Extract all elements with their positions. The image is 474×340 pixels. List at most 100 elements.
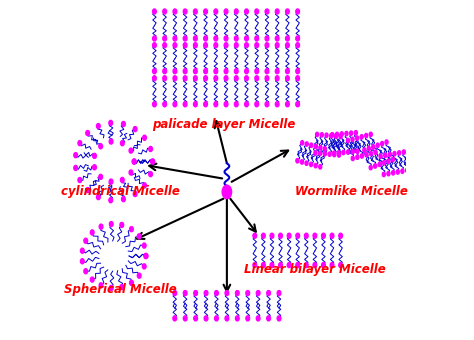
Ellipse shape: [91, 230, 94, 235]
Ellipse shape: [224, 43, 228, 48]
Ellipse shape: [153, 69, 156, 74]
Ellipse shape: [277, 291, 281, 295]
Ellipse shape: [235, 69, 238, 74]
Ellipse shape: [406, 168, 409, 172]
Text: Wormlike Micelle: Wormlike Micelle: [295, 185, 408, 198]
Ellipse shape: [97, 194, 100, 200]
Ellipse shape: [120, 222, 124, 227]
Ellipse shape: [204, 76, 208, 81]
Ellipse shape: [401, 169, 404, 173]
Ellipse shape: [262, 233, 265, 238]
Ellipse shape: [255, 76, 259, 81]
Ellipse shape: [313, 262, 317, 268]
Ellipse shape: [374, 164, 377, 168]
Ellipse shape: [236, 316, 239, 321]
Ellipse shape: [129, 170, 133, 175]
Ellipse shape: [331, 133, 334, 137]
Ellipse shape: [142, 264, 146, 269]
Ellipse shape: [246, 316, 250, 321]
Ellipse shape: [296, 158, 299, 163]
Ellipse shape: [296, 233, 300, 238]
Ellipse shape: [183, 36, 187, 41]
Ellipse shape: [296, 102, 300, 107]
Ellipse shape: [382, 172, 385, 176]
Ellipse shape: [173, 43, 177, 48]
Ellipse shape: [369, 132, 372, 137]
Ellipse shape: [86, 131, 90, 136]
Ellipse shape: [253, 233, 256, 238]
Ellipse shape: [363, 148, 366, 152]
Ellipse shape: [392, 157, 394, 162]
Ellipse shape: [149, 147, 153, 152]
Ellipse shape: [224, 69, 228, 74]
Ellipse shape: [245, 102, 248, 107]
Ellipse shape: [183, 9, 187, 14]
Ellipse shape: [255, 43, 259, 48]
Ellipse shape: [74, 166, 78, 170]
Ellipse shape: [402, 150, 405, 154]
Ellipse shape: [81, 259, 84, 264]
Ellipse shape: [388, 152, 392, 157]
Ellipse shape: [277, 316, 281, 321]
Ellipse shape: [163, 43, 166, 48]
Ellipse shape: [262, 262, 265, 268]
Ellipse shape: [369, 165, 372, 170]
Ellipse shape: [314, 164, 317, 168]
Ellipse shape: [350, 131, 353, 135]
Ellipse shape: [270, 233, 274, 238]
Ellipse shape: [374, 150, 377, 154]
Ellipse shape: [301, 141, 304, 145]
Ellipse shape: [214, 102, 218, 107]
Ellipse shape: [235, 102, 238, 107]
Ellipse shape: [275, 69, 279, 74]
Ellipse shape: [296, 43, 300, 48]
Ellipse shape: [193, 9, 197, 14]
Ellipse shape: [319, 165, 322, 169]
Ellipse shape: [296, 262, 300, 268]
Ellipse shape: [267, 316, 271, 321]
Ellipse shape: [337, 151, 340, 155]
Ellipse shape: [245, 69, 248, 74]
Ellipse shape: [153, 102, 156, 107]
Ellipse shape: [153, 36, 156, 41]
Ellipse shape: [214, 69, 218, 74]
Ellipse shape: [183, 76, 187, 81]
Ellipse shape: [255, 102, 259, 107]
Text: Linear bilayer Micelle: Linear bilayer Micelle: [244, 263, 385, 276]
Ellipse shape: [173, 102, 177, 107]
Ellipse shape: [376, 143, 379, 148]
Ellipse shape: [336, 132, 338, 137]
Ellipse shape: [265, 36, 269, 41]
Ellipse shape: [265, 102, 269, 107]
Ellipse shape: [319, 146, 322, 150]
Ellipse shape: [224, 36, 228, 41]
Ellipse shape: [214, 9, 218, 14]
Ellipse shape: [296, 76, 300, 81]
Ellipse shape: [360, 154, 364, 158]
Ellipse shape: [339, 262, 343, 268]
Ellipse shape: [173, 76, 177, 81]
Ellipse shape: [193, 69, 197, 74]
Ellipse shape: [287, 233, 291, 238]
Ellipse shape: [109, 120, 112, 125]
Ellipse shape: [137, 273, 141, 278]
Ellipse shape: [245, 9, 248, 14]
Ellipse shape: [151, 159, 155, 164]
Ellipse shape: [314, 151, 317, 155]
Ellipse shape: [385, 140, 388, 144]
Ellipse shape: [183, 43, 187, 48]
Ellipse shape: [183, 316, 187, 321]
Ellipse shape: [325, 133, 328, 137]
Text: Spherical Micelle: Spherical Micelle: [64, 283, 177, 296]
Ellipse shape: [333, 152, 336, 157]
Ellipse shape: [301, 160, 303, 164]
Ellipse shape: [285, 76, 289, 81]
Ellipse shape: [109, 198, 112, 203]
Ellipse shape: [121, 121, 125, 126]
Ellipse shape: [387, 159, 390, 163]
Ellipse shape: [279, 233, 283, 238]
Ellipse shape: [321, 233, 325, 238]
Ellipse shape: [183, 102, 187, 107]
Ellipse shape: [143, 183, 146, 188]
Ellipse shape: [296, 9, 300, 14]
